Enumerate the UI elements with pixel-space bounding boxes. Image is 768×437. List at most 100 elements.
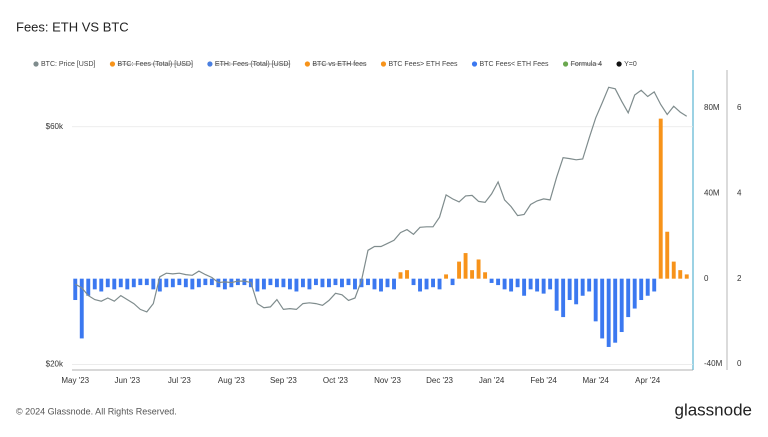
x-tick-label: Jul '23 (168, 376, 191, 385)
legend-marker (33, 61, 39, 67)
bar (105, 278, 110, 288)
bar (561, 278, 566, 318)
bar (235, 278, 240, 286)
chart-title: Fees: ETH VS BTC (16, 19, 129, 34)
bar (554, 278, 559, 311)
bar (476, 259, 481, 279)
bar (340, 278, 344, 288)
bar (359, 278, 364, 288)
y-tick-label: 80M (704, 103, 720, 112)
bar (515, 278, 520, 288)
bar (548, 278, 553, 290)
x-tick-label: May '23 (61, 376, 89, 385)
y-tick-label: 6 (737, 103, 742, 112)
logo: glassnode (674, 400, 752, 419)
bar (600, 278, 605, 339)
bar (431, 278, 435, 288)
legend-label: BTC: Price [USD] (41, 61, 96, 68)
bar (112, 278, 117, 290)
bar (157, 278, 162, 292)
legend-marker (380, 61, 387, 67)
x-tick-label: Nov '23 (374, 376, 401, 385)
bar (671, 261, 676, 279)
legend-label: ETH: Fees (Total) [USD] (215, 61, 291, 68)
y-tick-label: 2 (737, 274, 742, 283)
bar (177, 278, 182, 286)
bar (86, 278, 91, 296)
legend-label: BTC Fees> ETH Fees (388, 61, 458, 68)
x-tick-label: Dec '23 (426, 376, 453, 385)
bar (567, 278, 572, 301)
bar (574, 278, 579, 305)
bar (131, 278, 136, 288)
y-tick-label: $20k (46, 360, 64, 369)
bar (190, 278, 195, 290)
legend-marker (616, 61, 622, 67)
y-tick-label: 0 (704, 274, 709, 283)
bar (151, 278, 156, 290)
bar (346, 278, 351, 286)
legend-marker (471, 61, 478, 67)
bar (138, 278, 143, 286)
bar (483, 272, 488, 279)
bar (372, 278, 377, 290)
legend-marker (109, 61, 116, 67)
bar (593, 278, 598, 322)
bar (183, 278, 188, 288)
bar (209, 278, 214, 286)
bar (203, 278, 208, 286)
y-tick-label: 4 (737, 188, 742, 197)
bar (496, 278, 501, 286)
bar (678, 270, 683, 279)
legend-marker (207, 61, 213, 67)
bar (489, 278, 494, 283)
bar (92, 278, 97, 290)
y-tick-label: 40M (704, 188, 720, 197)
bar (418, 278, 422, 292)
bar (268, 278, 273, 286)
legend-label: BTC vs ETH fees (312, 61, 367, 68)
bar (242, 278, 247, 286)
copyright: © 2024 Glassnode. All Rights Reserved. (16, 406, 177, 416)
bar (652, 278, 657, 292)
bar (463, 253, 468, 279)
bar (164, 278, 169, 288)
bar (613, 278, 618, 343)
bar (287, 278, 292, 290)
legend-marker (304, 61, 310, 67)
bar (353, 278, 357, 290)
bar (99, 278, 104, 292)
bar (658, 118, 663, 279)
bar (665, 231, 670, 279)
bar (645, 278, 650, 296)
legend-marker (562, 61, 569, 67)
x-tick-label: Feb '24 (530, 376, 557, 385)
bar (274, 278, 279, 288)
bar (281, 278, 286, 288)
bar (444, 274, 449, 279)
bar (300, 278, 305, 288)
x-tick-label: Apr '24 (635, 376, 661, 385)
bar (294, 278, 299, 292)
y-tick-label: 0 (737, 359, 742, 368)
bar (392, 278, 396, 290)
bar (79, 278, 84, 339)
legend-label: Y=0 (624, 61, 637, 68)
x-tick-label: Oct '23 (323, 376, 349, 385)
bar (619, 278, 624, 333)
bar (320, 278, 325, 288)
bar (196, 278, 201, 288)
bar (333, 278, 338, 286)
bar (450, 278, 455, 286)
bar (437, 278, 442, 290)
x-tick-label: Jan '24 (479, 376, 505, 385)
bar (170, 278, 175, 288)
bar (385, 278, 390, 288)
bar (587, 278, 592, 292)
y-tick-label: -40M (704, 359, 723, 368)
bar (541, 278, 546, 294)
bar (313, 278, 318, 286)
x-tick-label: Sep '23 (270, 376, 297, 385)
